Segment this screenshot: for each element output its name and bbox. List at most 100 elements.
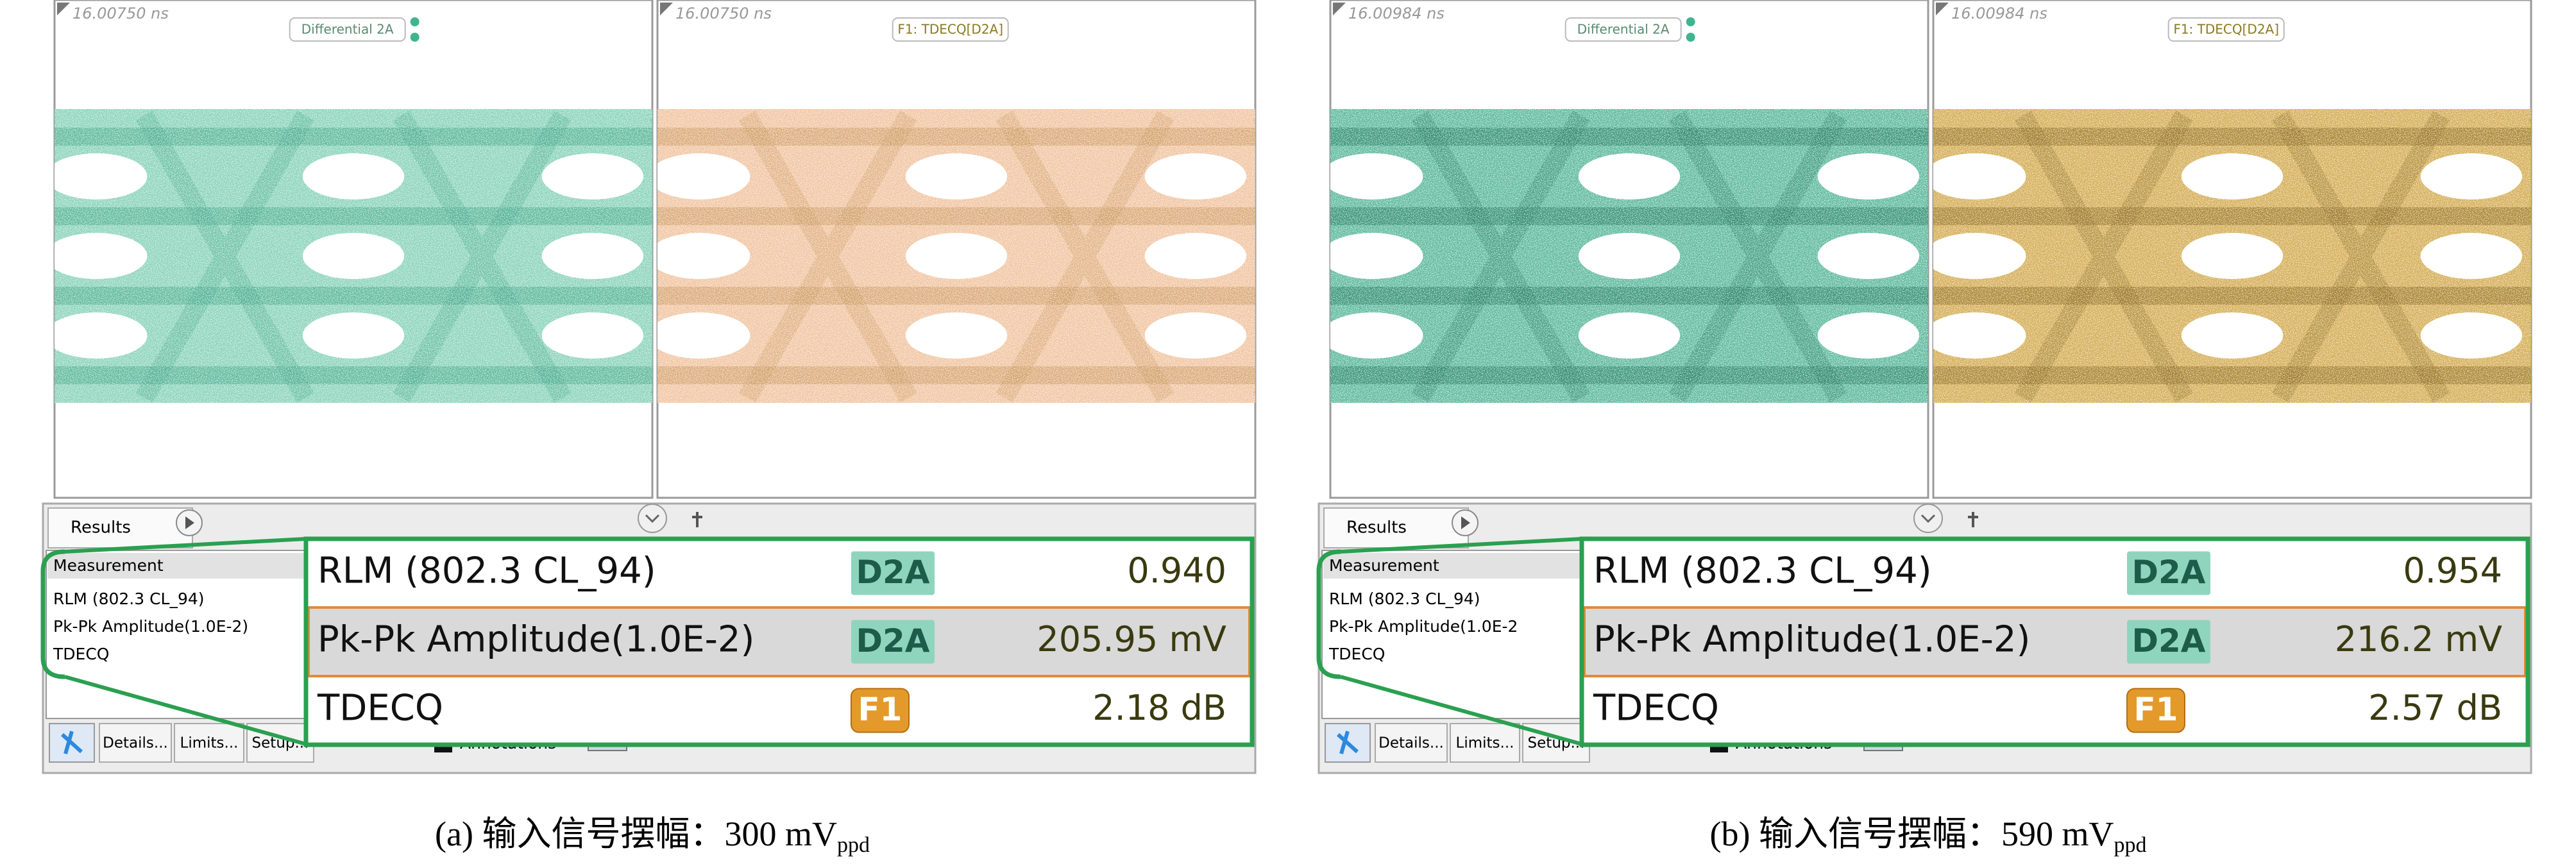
results-tab[interactable]: Results bbox=[71, 518, 131, 538]
list-item[interactable]: RLM (802.3 CL_94) bbox=[53, 590, 205, 608]
list-header-bg bbox=[47, 553, 318, 579]
eye-diagram bbox=[1933, 109, 2531, 403]
collapse-button[interactable] bbox=[638, 504, 667, 533]
caption-subscript: ppd bbox=[2114, 833, 2146, 857]
zoom-border bbox=[303, 536, 1255, 747]
button-box[interactable] bbox=[1375, 723, 1448, 763]
status-dot bbox=[410, 33, 419, 42]
measurement-value: 0.940 bbox=[1127, 550, 1226, 591]
list-item[interactable]: Pk-Pk Amplitude(1.0E-2 bbox=[1329, 617, 1518, 636]
eye-opening bbox=[541, 312, 644, 359]
eye-opening bbox=[2420, 233, 2523, 279]
button[interactable]: Details... bbox=[1378, 735, 1444, 752]
eye-diagram bbox=[657, 109, 1255, 403]
eye-diagram bbox=[55, 109, 652, 403]
eye-opening bbox=[1933, 233, 2026, 279]
list-header: Measurement bbox=[1329, 556, 1439, 575]
timestamp: 16.00750 ns bbox=[72, 4, 169, 22]
eye-opening bbox=[1817, 233, 1920, 279]
trace-tag: Differential 2A bbox=[1577, 22, 1670, 37]
callout-line bbox=[64, 675, 307, 746]
scope-screen: 16.00984 ns Differential 2A bbox=[1329, 0, 1929, 499]
source: F1 bbox=[2134, 691, 2178, 728]
measurement-name: TDECQ bbox=[317, 688, 443, 729]
trace-tag-box bbox=[892, 17, 1009, 42]
source-badge bbox=[2126, 688, 2185, 733]
eye-opening bbox=[1144, 312, 1247, 359]
highlight-row bbox=[1583, 606, 2527, 677]
eye-opening bbox=[302, 312, 405, 359]
eye-opening bbox=[1144, 233, 1247, 279]
eye-opening bbox=[1933, 312, 2026, 359]
trace-tag-box bbox=[2167, 17, 2285, 42]
timestamp: 16.00750 ns bbox=[675, 4, 772, 22]
callout-bracket bbox=[40, 549, 65, 679]
eye-opening bbox=[55, 233, 148, 279]
play-icon bbox=[1461, 516, 1470, 529]
eye-opening bbox=[1144, 153, 1247, 200]
screen-marker bbox=[660, 3, 673, 15]
measurement-value: 2.18 dB bbox=[1092, 688, 1226, 728]
screen-marker bbox=[1333, 3, 1346, 15]
measurement-name: TDECQ bbox=[1593, 688, 1719, 729]
eye-opening bbox=[541, 153, 644, 200]
panel: 16.00750 ns Differential 2A 16.00750 ns F1:… bbox=[40, 0, 1257, 857]
eye-opening bbox=[1578, 233, 1681, 279]
results-tab-box[interactable] bbox=[1323, 507, 1469, 548]
collapse-button[interactable] bbox=[1913, 504, 1943, 533]
timestamp: 16.00984 ns bbox=[1951, 4, 2047, 22]
measurement-value: 216.2 mV bbox=[2335, 619, 2502, 659]
eye-opening bbox=[1578, 312, 1681, 359]
eye-opening bbox=[1933, 153, 2026, 200]
measurement-name: Pk-Pk Amplitude(1.0E-2) bbox=[1593, 619, 2030, 661]
eye-opening bbox=[1330, 312, 1423, 359]
button-box[interactable] bbox=[1450, 723, 1520, 763]
button[interactable]: Details... bbox=[103, 735, 168, 752]
collapse-icon bbox=[645, 514, 660, 523]
trace-tag-box bbox=[289, 17, 406, 42]
list-header: Measurement bbox=[53, 556, 164, 575]
eye-opening bbox=[905, 312, 1008, 359]
caption: (a) 输入信号摆幅：300 mVppd bbox=[435, 815, 870, 856]
button-box[interactable] bbox=[174, 723, 244, 763]
eye-opening bbox=[2181, 153, 2284, 200]
eye-opening bbox=[905, 153, 1008, 200]
measurement-name: RLM (802.3 CL_94) bbox=[318, 550, 656, 592]
button[interactable]: Limits... bbox=[180, 735, 239, 752]
eye-opening bbox=[2181, 233, 2284, 279]
list-item[interactable]: TDECQ bbox=[53, 645, 109, 663]
pin-glyph bbox=[1336, 731, 1359, 754]
eye-opening bbox=[55, 153, 148, 200]
eye-opening bbox=[2420, 312, 2523, 359]
list-item[interactable]: TDECQ bbox=[1328, 645, 1385, 663]
scope-screen: 16.00750 ns Differential 2A bbox=[53, 0, 654, 499]
eye-crossing bbox=[2529, 119, 2531, 395]
results-tab[interactable]: Results bbox=[1346, 518, 1407, 538]
list-item[interactable]: Pk-Pk Amplitude(1.0E-2) bbox=[53, 617, 248, 636]
source-badge bbox=[2127, 551, 2210, 595]
pin-icon bbox=[692, 512, 702, 527]
eye-diagram bbox=[1330, 109, 1928, 403]
play-icon bbox=[185, 516, 194, 529]
zoom-border bbox=[1579, 536, 2530, 747]
eye-opening bbox=[1817, 153, 1920, 200]
eye-opening bbox=[657, 153, 750, 200]
source-badge bbox=[851, 620, 935, 664]
measurement-value: 0.954 bbox=[2403, 550, 2502, 591]
screen-marker bbox=[1936, 3, 1949, 15]
source: D2A bbox=[856, 554, 930, 591]
list-item[interactable]: RLM (802.3 CL_94) bbox=[1329, 590, 1480, 608]
source: F1 bbox=[858, 691, 902, 728]
source: D2A bbox=[2132, 622, 2206, 659]
eye-opening bbox=[302, 233, 405, 279]
button[interactable]: Limits... bbox=[1456, 735, 1514, 752]
button-box[interactable] bbox=[99, 723, 172, 763]
callout-bracket bbox=[1316, 549, 1341, 679]
caption-subscript: ppd bbox=[837, 833, 870, 857]
status-dot bbox=[410, 17, 419, 26]
scope-screen: 16.00984 ns F1: TDECQ[D2A] bbox=[1932, 0, 2532, 499]
eye-opening bbox=[541, 233, 644, 279]
eye-opening bbox=[2181, 312, 2284, 359]
caption-text: (a) 输入信号摆幅：300 mV bbox=[435, 815, 837, 853]
panel: 16.00984 ns Differential 2A 16.00984 ns F1:… bbox=[1316, 0, 2532, 857]
